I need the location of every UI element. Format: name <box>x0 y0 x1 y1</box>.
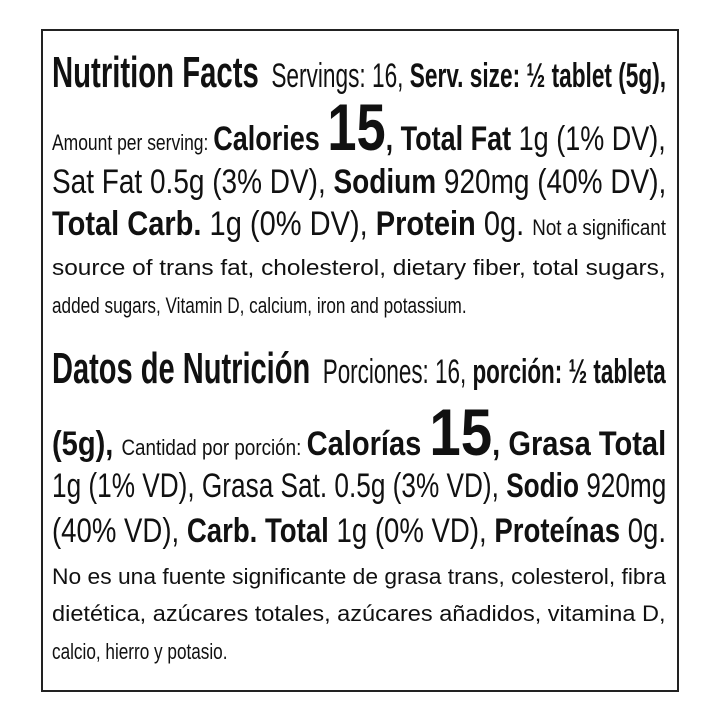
nutrient-label: Calories <box>213 119 328 158</box>
nutrient-label: Serv. size: ½ tablet (5g), <box>409 56 667 95</box>
nutrient-text: source of trans fat, cholesterol, dietar… <box>52 255 666 281</box>
nutrient-text: 920mg (40% DV), <box>436 163 667 202</box>
spanish-line: No es una fuente significante de grasa t… <box>52 566 666 588</box>
nutrient-text: added sugars, Vitamin D, calcium, iron a… <box>52 293 467 319</box>
nutrient-label: 15 <box>327 89 386 164</box>
nutrient-text: dietética, azúcares totales, azúcares añ… <box>52 601 666 627</box>
english-line: Amount per serving: Calories 15, Total F… <box>52 94 666 160</box>
nutrient-text: 1g (0% VD), <box>328 512 495 551</box>
nutrient-text: 0g. <box>475 205 533 244</box>
nutrient-text: Servings: 16, <box>258 56 410 95</box>
spanish-line: 1g (1% VD), Grasa Sat. 0.5g (3% VD), Sod… <box>52 469 666 503</box>
english-line: Total Carb. 1g (0% DV), Protein 0g. Not … <box>52 207 666 241</box>
nutrient-text: 1g (1% DV), <box>511 119 666 158</box>
nutrient-text: calcio, hierro y potasio. <box>52 639 228 665</box>
spanish-line: (40% VD), Carb. Total 1g (0% VD), Proteí… <box>52 514 666 548</box>
nutrient-text: 0g. <box>620 512 667 551</box>
english-line: Nutrition Facts Servings: 16, Serv. size… <box>52 47 667 97</box>
nutrient-label: Protein <box>375 205 476 244</box>
nutrient-label: Sodio <box>506 467 579 506</box>
nutrient-text: Porciones: 16, <box>310 352 473 391</box>
nutrient-text: 920mg <box>578 467 667 506</box>
english-line: Sat Fat 0.5g (3% DV), Sodium 920mg (40% … <box>52 165 666 199</box>
section-heading: Datos de Nutrición <box>52 343 311 393</box>
spanish-line: calcio, hierro y potasio. <box>52 641 228 663</box>
nutrient-text: 1g (1% VD), Grasa Sat. 0.5g (3% VD), <box>52 467 507 506</box>
nutrient-label: porción: ½ tableta <box>472 352 666 391</box>
spanish-line: dietética, azúcares totales, azúcares añ… <box>52 603 665 625</box>
nutrient-label: Sodium <box>333 163 437 202</box>
nutrition-facts-panel <box>41 29 679 692</box>
english-line: source of trans fat, cholesterol, dietar… <box>52 257 666 279</box>
spanish-line: Datos de Nutrición Porciones: 16, porció… <box>52 343 666 393</box>
nutrient-text: Cantidad por porción: <box>121 434 307 460</box>
nutrient-label: (5g), <box>52 424 122 463</box>
nutrient-text: (40% VD), <box>52 512 187 551</box>
nutrient-text: Amount per serving: <box>52 129 214 155</box>
nutrient-label: Carb. Total <box>186 512 329 551</box>
nutrient-label: , Grasa Total <box>492 424 667 463</box>
nutrient-label: Total Carb. <box>52 205 202 244</box>
nutrient-text: Sat Fat 0.5g (3% DV), <box>52 163 334 202</box>
nutrient-text: Not a significant <box>532 215 666 241</box>
nutrient-label: Calorías <box>306 424 430 463</box>
section-heading: Nutrition Facts <box>52 47 259 97</box>
english-line: added sugars, Vitamin D, calcium, iron a… <box>52 295 467 317</box>
nutrient-label: Proteínas <box>494 512 621 551</box>
spanish-line: (5g), Cantidad por porción: Calorías 15,… <box>52 399 666 465</box>
nutrient-label: 15 <box>429 394 493 469</box>
nutrient-text: 1g (0% DV), <box>201 205 376 244</box>
nutrient-label: , Total Fat <box>385 119 512 158</box>
nutrient-text: No es una fuente significante de grasa t… <box>52 564 666 590</box>
